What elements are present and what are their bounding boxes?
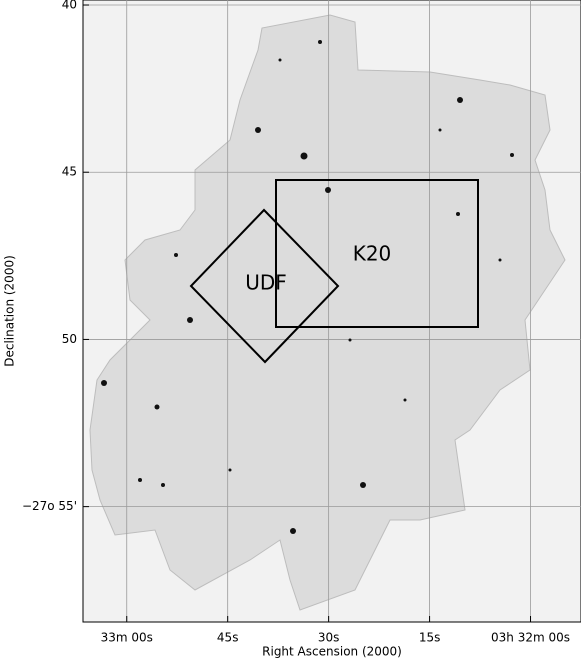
x-tick-label: 30s [318, 631, 340, 645]
sources [101, 40, 514, 534]
x-tick-label: 33m 00s [101, 631, 153, 645]
x-axis-label: Right Ascension (2000) [262, 645, 402, 659]
image-field [89, 14, 566, 611]
annotation: K20 [353, 242, 392, 266]
annotation: UDF [245, 271, 287, 295]
grid [83, 0, 581, 622]
x-tick-label: 45s [217, 631, 239, 645]
x-tick-label: 15s [419, 631, 441, 645]
y-tick-label: −27o 55' [22, 499, 77, 513]
udf-region [189, 208, 340, 364]
y-tick-label: 50 [62, 332, 77, 346]
x-tick-label: 03h 32m 00s [491, 631, 570, 645]
y-axis-label: Declination (2000) [3, 255, 17, 367]
k20-region [275, 179, 479, 328]
y-tick-label: 40 [62, 0, 77, 12]
y-tick-label: 45 [62, 165, 77, 179]
